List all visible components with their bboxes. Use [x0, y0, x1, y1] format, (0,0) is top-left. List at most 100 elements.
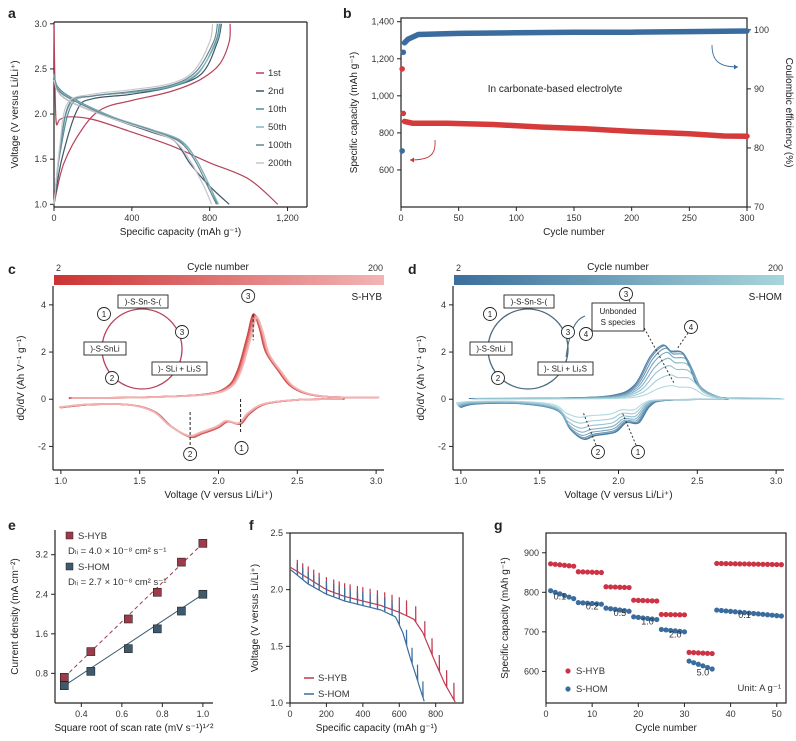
- data-point-S-HOM: [700, 663, 706, 669]
- x-tick-label: 1,200: [276, 213, 299, 223]
- dqdv-reduction-cycle: [58, 398, 343, 437]
- data-point-S-HYB: [557, 562, 563, 568]
- data-point-S-HYB: [626, 584, 632, 591]
- data-point-S-HOM: [774, 612, 780, 619]
- legend-label: S-HYB: [318, 673, 347, 684]
- data-point-S-HYB: [608, 584, 614, 590]
- data-point-S-HYB: [552, 561, 558, 567]
- rate-label: 0.1: [738, 610, 751, 620]
- data-point-S-HOM: [709, 666, 715, 672]
- gitt-curve-S-HYB: [289, 559, 456, 703]
- data-point-S-HOM: [751, 610, 757, 617]
- data-point-S-HOM: [677, 628, 683, 634]
- dqdv-reduction-cycle: [457, 398, 726, 429]
- dqdv-oxidation-cycle: [72, 316, 380, 399]
- y-tick-label: 3.0: [34, 19, 47, 29]
- data-point-S-HYB: [60, 672, 69, 682]
- x-tick-label: 200: [319, 709, 334, 719]
- data-point-S-HYB: [644, 598, 651, 604]
- x-tick-label: 20: [633, 709, 643, 719]
- data-point-S-HOM: [612, 606, 618, 612]
- data-point-S-HYB: [575, 569, 581, 575]
- y-tick-label: 1,200: [371, 54, 394, 64]
- legend-label: S-HOM: [78, 562, 110, 573]
- y-tick-label: 1.6: [35, 629, 48, 639]
- y-tick-label: 1.5: [34, 154, 47, 164]
- x-tick-label: 50: [454, 213, 464, 223]
- data-point-S-HOM: [548, 588, 554, 594]
- dqdv-reduction-cycle: [456, 398, 725, 424]
- data-point-S-HOM: [626, 608, 632, 614]
- data-point-S-HOM: [631, 614, 637, 620]
- x-tick-label: 0: [398, 213, 403, 223]
- data-point-S-HOM: [737, 609, 743, 615]
- data-point-S-HOM: [561, 592, 568, 599]
- x-tick-label: 400: [355, 709, 370, 719]
- y-tick-label: 2.4: [35, 589, 48, 599]
- plot-frame: [545, 532, 787, 704]
- dqdv-reduction-cycle: [460, 398, 729, 440]
- panel-label-a: a: [8, 5, 16, 21]
- step-marker-circle: [183, 447, 198, 461]
- y-tick-label: 4: [441, 300, 446, 310]
- step-marker-circle: [234, 441, 249, 455]
- data-point-S-HOM: [672, 628, 678, 634]
- data-point-S-HYB: [741, 561, 748, 567]
- data-point-S-HYB: [718, 560, 724, 567]
- data-point-S-HOM: [124, 644, 133, 653]
- data-point-S-HOM: [198, 589, 208, 599]
- y-tick-label: 70: [754, 202, 764, 212]
- data-point-S-HOM: [691, 660, 697, 666]
- legend-swatch: [565, 686, 571, 692]
- step-marker-circle: [491, 371, 505, 385]
- data-point-S-HYB: [774, 561, 780, 568]
- y-tick-label: 2.0: [34, 109, 47, 119]
- y-axis-label: Current density (mA cm⁻²): [10, 558, 21, 674]
- panel-label-c: c: [8, 261, 16, 277]
- curve-discharge-50th: [53, 75, 220, 205]
- data-point-S-HOM: [718, 607, 724, 614]
- plot-frame: [289, 532, 464, 704]
- plot-frame: [400, 17, 748, 208]
- curve-charge-1st: [53, 23, 231, 205]
- arrow-head: [410, 157, 414, 163]
- y-tick-label: 600: [524, 666, 539, 676]
- colorbar-max-label: 200: [768, 263, 783, 273]
- data-point-S-HYB: [177, 557, 186, 567]
- curve-charge-200th: [53, 23, 214, 205]
- data-point-S-HOM: [746, 610, 752, 616]
- x-tick-label: 250: [682, 213, 697, 223]
- panel-label-d: d: [408, 261, 417, 277]
- data-point-S-HOM: [608, 606, 614, 612]
- x-tick-label: 0.6: [116, 709, 129, 719]
- x-tick-label: 800: [428, 709, 443, 719]
- dqdv-reduction-cycle: [458, 398, 727, 437]
- step-marker-circle: [241, 289, 256, 303]
- data-point-S-HYB: [621, 584, 628, 591]
- x-tick-label: 1.0: [455, 476, 468, 486]
- step-marker-circle: [175, 325, 189, 339]
- dqdv-oxidation-cycle: [475, 374, 784, 400]
- peak-dashed-arrow: [621, 411, 637, 446]
- x-tick-label: 10: [587, 709, 597, 719]
- curve-discharge-1st: [53, 23, 279, 205]
- arrow-to-right-axis: [711, 44, 739, 68]
- data-point-S-HOM: [723, 608, 729, 614]
- y-tick-label: 0.8: [35, 668, 48, 678]
- x-tick-label: 50: [772, 709, 782, 719]
- sample-title: S-HOM: [749, 292, 782, 303]
- data-point-S-HOM: [741, 610, 748, 616]
- x-tick-label: 0.8: [156, 709, 169, 719]
- data-point-S-HYB: [635, 597, 641, 603]
- curve-discharge-100th: [53, 75, 218, 205]
- diffusion-coefficient-label: Dₗᵢ = 2.7 × 10⁻⁸ cm² s⁻¹: [68, 577, 166, 588]
- step-marker-label: 2: [110, 374, 115, 383]
- x-tick-label: 0.4: [75, 709, 88, 719]
- data-point-S-HOM: [580, 600, 586, 606]
- step-marker-label: 4: [689, 323, 694, 332]
- data-point-S-HOM: [640, 615, 646, 621]
- y-tick-label: 1.5: [270, 641, 283, 651]
- data-point-S-HOM: [695, 661, 701, 667]
- step-marker-label: 3: [180, 328, 185, 337]
- x-tick-label: 200: [624, 213, 639, 223]
